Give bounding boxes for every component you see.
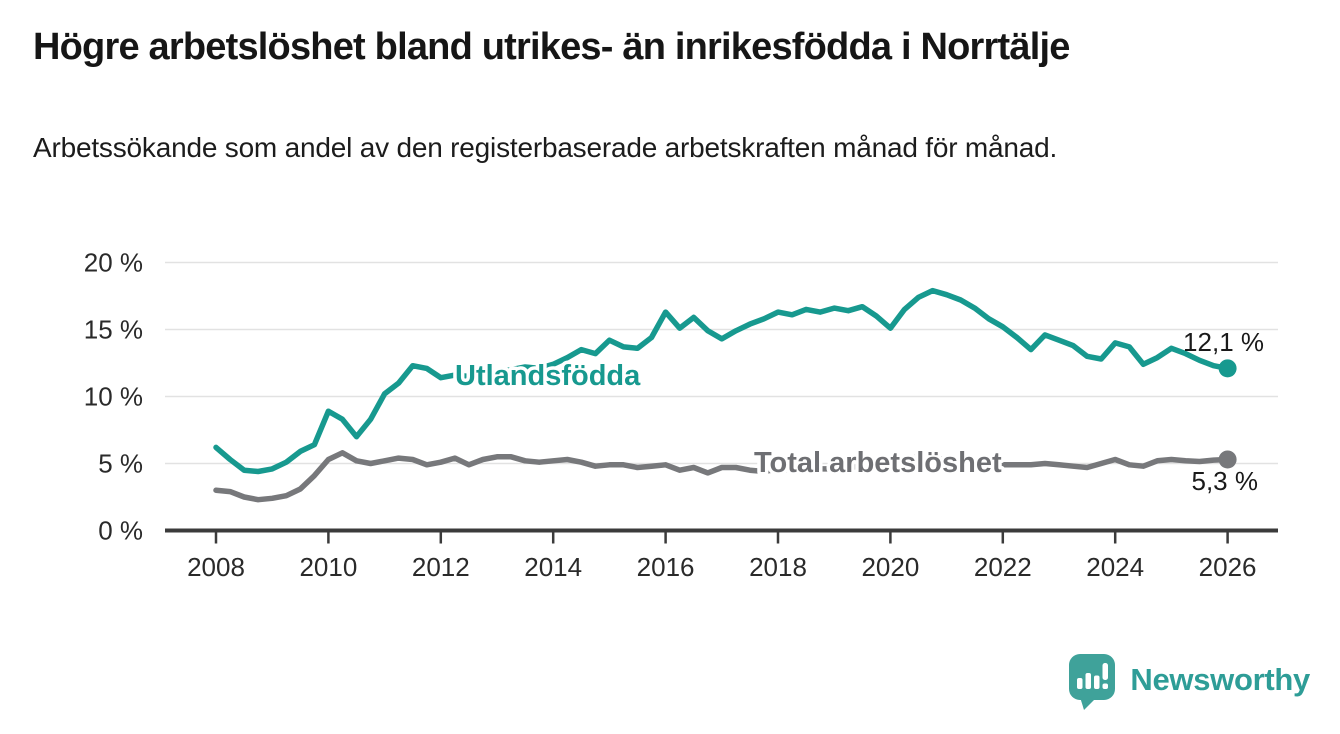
- series-end-dot-utlandsfodda: [1218, 359, 1237, 378]
- x-tick-label-2014: 2014: [524, 552, 582, 582]
- brand-footer: Newsworthy: [1067, 650, 1310, 710]
- y-tick-label-20: 20 %: [84, 248, 143, 278]
- brand-name: Newsworthy: [1130, 662, 1310, 697]
- y-tick-label-10: 10 %: [84, 382, 143, 412]
- page-title: Högre arbetslöshet bland utrikes- än inr…: [33, 26, 1070, 68]
- end-value-label-utlandsfodda: 12,1 %: [1183, 327, 1264, 357]
- page-subtitle: Arbetssökande som andel av den registerb…: [33, 132, 1058, 163]
- x-tick-label-2016: 2016: [637, 552, 695, 582]
- series-line-total: [213, 450, 1231, 503]
- x-tick-label-2024: 2024: [1086, 552, 1144, 582]
- newsworthy-logo-icon: [1069, 654, 1116, 710]
- y-tick-label-15: 15 %: [84, 315, 143, 345]
- end-value-label-total: 5,3 %: [1192, 466, 1259, 496]
- x-tick-label-2022: 2022: [974, 552, 1032, 582]
- y-tick-label-0: 0 %: [98, 516, 143, 546]
- y-tick-label-5: 5 %: [98, 449, 143, 479]
- series-label-total: Total arbetslöshet: [754, 447, 1002, 479]
- x-tick-label-2008: 2008: [187, 552, 245, 582]
- x-tick-label-2010: 2010: [299, 552, 357, 582]
- series-line-utlandsfodda: [213, 287, 1231, 475]
- x-tick-label-2020: 2020: [861, 552, 919, 582]
- x-tick-label-2018: 2018: [749, 552, 807, 582]
- series-label-utlandsfodda: Utlandsfödda: [455, 360, 641, 392]
- series-end-dot-total: [1218, 450, 1237, 469]
- x-tick-label-2026: 2026: [1199, 552, 1257, 582]
- x-tick-label-2012: 2012: [412, 552, 470, 582]
